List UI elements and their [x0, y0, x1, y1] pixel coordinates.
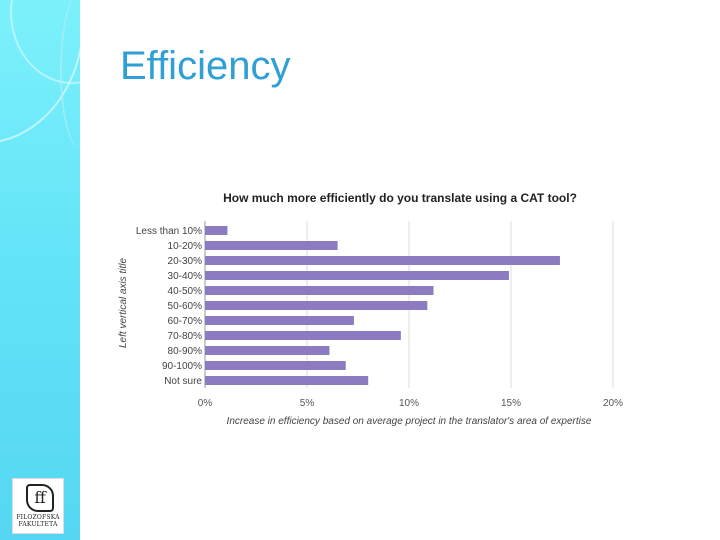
- x-tick-label: 0%: [198, 398, 213, 409]
- chart-title: How much more efficiently do you transla…: [223, 191, 577, 205]
- x-tick-label: 20%: [603, 398, 623, 409]
- x-tick-labels: 0% 5% 10% 15% 20%: [198, 398, 623, 409]
- category-label: 40-50%: [168, 286, 203, 297]
- bar: [205, 361, 346, 370]
- category-label: Not sure: [164, 376, 202, 387]
- bar: [205, 256, 560, 265]
- bar: [205, 271, 509, 280]
- category-label: 10-20%: [168, 241, 203, 252]
- category-label: 90-100%: [162, 361, 202, 372]
- bar: [205, 346, 330, 355]
- bar: [205, 316, 354, 325]
- category-label: 50-60%: [168, 301, 203, 312]
- x-tick-label: 10%: [399, 398, 419, 409]
- category-label: 60-70%: [168, 316, 203, 327]
- logo-text: FILOZOFSKA FAKULTETA: [16, 514, 60, 528]
- category-label: Less than 10%: [136, 226, 202, 237]
- bar: [205, 301, 428, 310]
- bar: [205, 241, 338, 250]
- bars-group: [205, 226, 560, 385]
- category-label: 30-40%: [168, 271, 203, 282]
- bar: [205, 376, 369, 385]
- category-label: 70-80%: [168, 331, 203, 342]
- category-labels: Less than 10% 10-20% 20-30% 30-40% 40-50% 50-…: [136, 226, 203, 387]
- bar: [205, 226, 228, 235]
- bar: [205, 331, 401, 340]
- y-axis-label: Left vertical axis title: [118, 258, 129, 348]
- x-axis-label: Increase in efficiency based on average …: [227, 416, 592, 427]
- bar: [205, 286, 434, 295]
- category-label: 20-30%: [168, 256, 203, 267]
- x-tick-label: 15%: [501, 398, 521, 409]
- category-label: 80-90%: [168, 346, 203, 357]
- x-tick-label: 5%: [300, 398, 315, 409]
- logo-mark-icon: ff: [26, 484, 54, 512]
- slide-title: Efficiency: [120, 44, 291, 88]
- faculty-logo: ff FILOZOFSKA FAKULTETA: [12, 478, 64, 534]
- decorative-curve: [60, 0, 102, 150]
